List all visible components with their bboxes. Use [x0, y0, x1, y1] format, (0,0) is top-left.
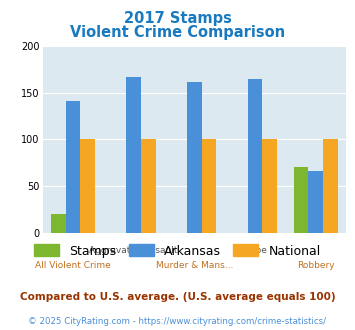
Bar	[248, 79, 262, 233]
Bar	[323, 139, 338, 233]
Text: 2017 Stamps: 2017 Stamps	[124, 11, 231, 25]
Text: All Violent Crime: All Violent Crime	[35, 261, 111, 270]
Text: Robbery: Robbery	[297, 261, 334, 270]
Bar	[141, 139, 155, 233]
Bar	[51, 214, 66, 233]
Bar	[187, 82, 202, 233]
Bar	[262, 139, 277, 233]
Bar	[80, 139, 95, 233]
Text: © 2025 CityRating.com - https://www.cityrating.com/crime-statistics/: © 2025 CityRating.com - https://www.city…	[28, 317, 327, 326]
Text: Murder & Mans...: Murder & Mans...	[156, 261, 233, 270]
Text: Aggravated Assault: Aggravated Assault	[89, 246, 178, 255]
Bar	[126, 77, 141, 233]
Legend: Stamps, Arkansas, National: Stamps, Arkansas, National	[29, 240, 326, 263]
Bar	[308, 171, 323, 233]
Bar	[294, 167, 308, 233]
Bar	[202, 139, 216, 233]
Bar	[66, 101, 80, 233]
Text: Violent Crime Comparison: Violent Crime Comparison	[70, 25, 285, 40]
Text: Compared to U.S. average. (U.S. average equals 100): Compared to U.S. average. (U.S. average …	[20, 292, 335, 302]
Text: Rape: Rape	[244, 246, 267, 255]
